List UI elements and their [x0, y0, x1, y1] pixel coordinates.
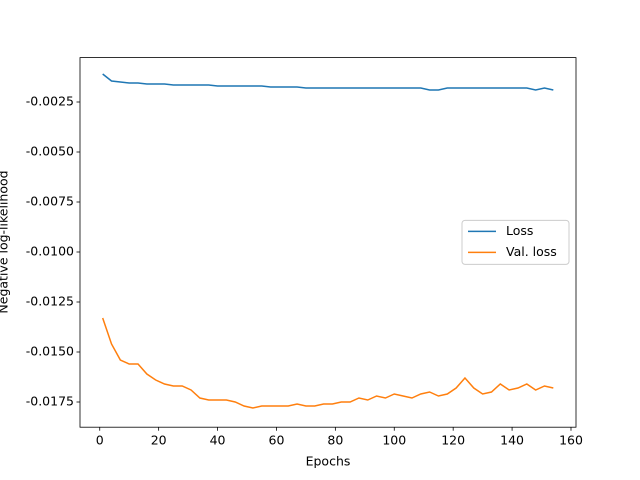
x-tick-label: 40 — [210, 433, 226, 448]
x-tick-label: 120 — [441, 433, 465, 448]
y-tick-label: -0.0075 — [26, 194, 74, 209]
plot-frame — [79, 57, 577, 428]
x-axis-label: Epochs — [306, 454, 351, 469]
x-tick-label: 20 — [151, 433, 167, 448]
series-line — [101, 317, 554, 409]
y-tick-label: -0.0050 — [26, 144, 74, 159]
legend-label: Val. loss — [506, 244, 557, 259]
y-tick-label: -0.0025 — [26, 94, 74, 109]
legend-label: Loss — [506, 223, 533, 238]
x-tick-label: 80 — [327, 433, 343, 448]
y-tick-label: -0.0175 — [26, 394, 74, 409]
x-tick-label: 0 — [96, 433, 104, 448]
series-line — [102, 73, 554, 91]
x-tick-label: 60 — [269, 433, 285, 448]
y-tick-label: -0.0125 — [26, 294, 74, 309]
y-tick-label: -0.0100 — [26, 244, 74, 259]
x-tick-label: 100 — [382, 433, 406, 448]
y-tick-label: -0.0150 — [26, 344, 74, 359]
x-tick-label: 140 — [500, 433, 524, 448]
y-axis-label: Negative log-likelihood — [0, 170, 11, 313]
x-tick-label: 160 — [559, 433, 583, 448]
